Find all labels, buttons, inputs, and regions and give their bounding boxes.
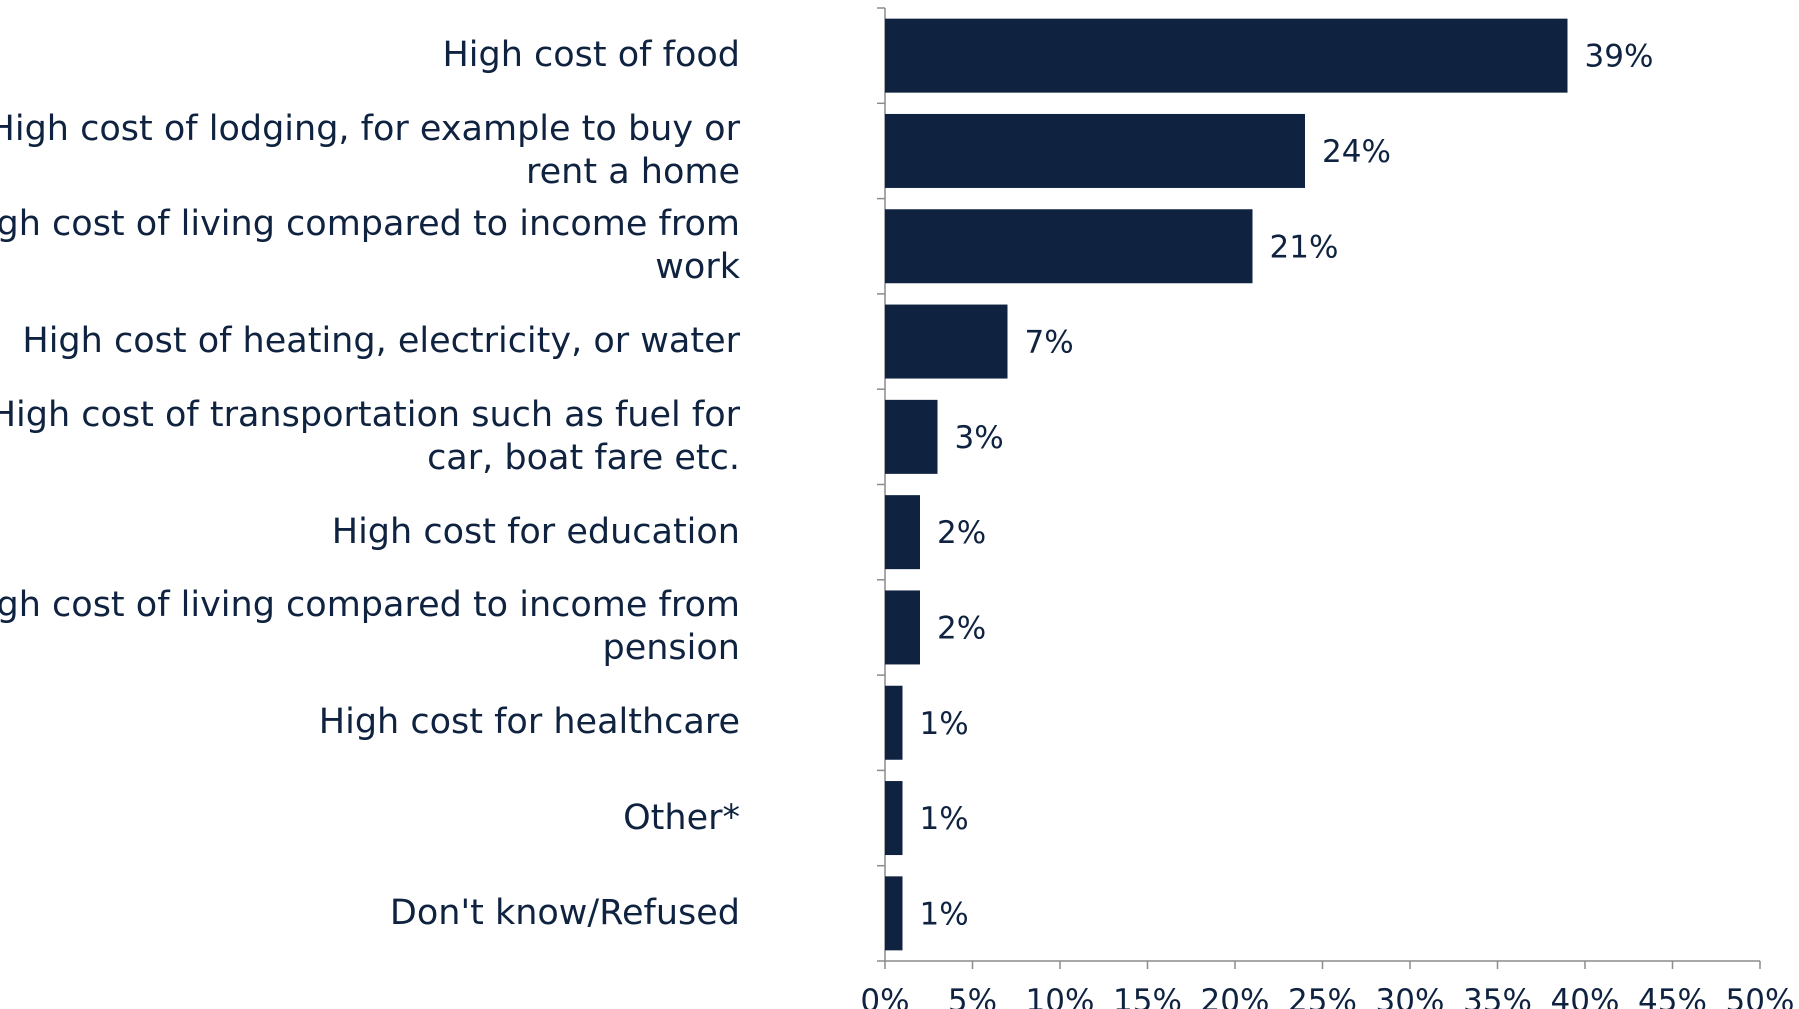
x-tick-label: 15% bbox=[1113, 983, 1182, 1009]
bar bbox=[885, 113, 1305, 188]
x-tick-label: 25% bbox=[1288, 983, 1357, 1009]
category-label: High cost of heating, electricity, or wa… bbox=[22, 321, 740, 362]
category-label: Other* bbox=[623, 797, 740, 838]
data-label: 1% bbox=[920, 896, 969, 932]
x-tick-label: 10% bbox=[1026, 983, 1095, 1009]
bar bbox=[885, 495, 920, 570]
x-tick-label: 0% bbox=[860, 983, 909, 1009]
x-tick-label: 20% bbox=[1201, 983, 1270, 1009]
category-label: High cost of food bbox=[442, 35, 740, 76]
x-tick-label: 30% bbox=[1376, 983, 1445, 1009]
x-tick-label: 50% bbox=[1726, 983, 1795, 1009]
bar bbox=[885, 685, 903, 760]
bar bbox=[885, 209, 1253, 284]
data-label: 2% bbox=[937, 610, 986, 646]
bar bbox=[885, 399, 938, 474]
data-label: 1% bbox=[920, 801, 969, 837]
category-label: High cost of transportation such as fuel… bbox=[0, 394, 740, 478]
bar bbox=[885, 876, 903, 951]
category-label: Don't know/Refused bbox=[389, 892, 740, 933]
x-tick-label: 35% bbox=[1463, 983, 1532, 1009]
data-label: 21% bbox=[1270, 229, 1339, 265]
bar bbox=[885, 18, 1568, 93]
data-label: 39% bbox=[1585, 39, 1654, 75]
bar bbox=[885, 304, 1008, 379]
category-label: High cost for healthcare bbox=[318, 702, 740, 743]
x-tick-label: 40% bbox=[1551, 983, 1620, 1009]
category-label: High cost of living compared to income f… bbox=[0, 204, 740, 288]
category-label: High cost for education bbox=[331, 511, 740, 552]
x-tick-label: 45% bbox=[1638, 983, 1707, 1009]
bar bbox=[885, 590, 920, 665]
data-label: 7% bbox=[1025, 325, 1074, 361]
data-label: 2% bbox=[937, 515, 986, 551]
category-label: High cost of living compared to income f… bbox=[0, 585, 740, 669]
data-label: 24% bbox=[1322, 134, 1391, 170]
x-tick-label: 5% bbox=[948, 983, 997, 1009]
data-label: 1% bbox=[920, 706, 969, 742]
category-label: High cost of lodging, for example to buy… bbox=[0, 108, 740, 192]
data-label: 3% bbox=[955, 420, 1004, 456]
bar bbox=[885, 781, 903, 856]
